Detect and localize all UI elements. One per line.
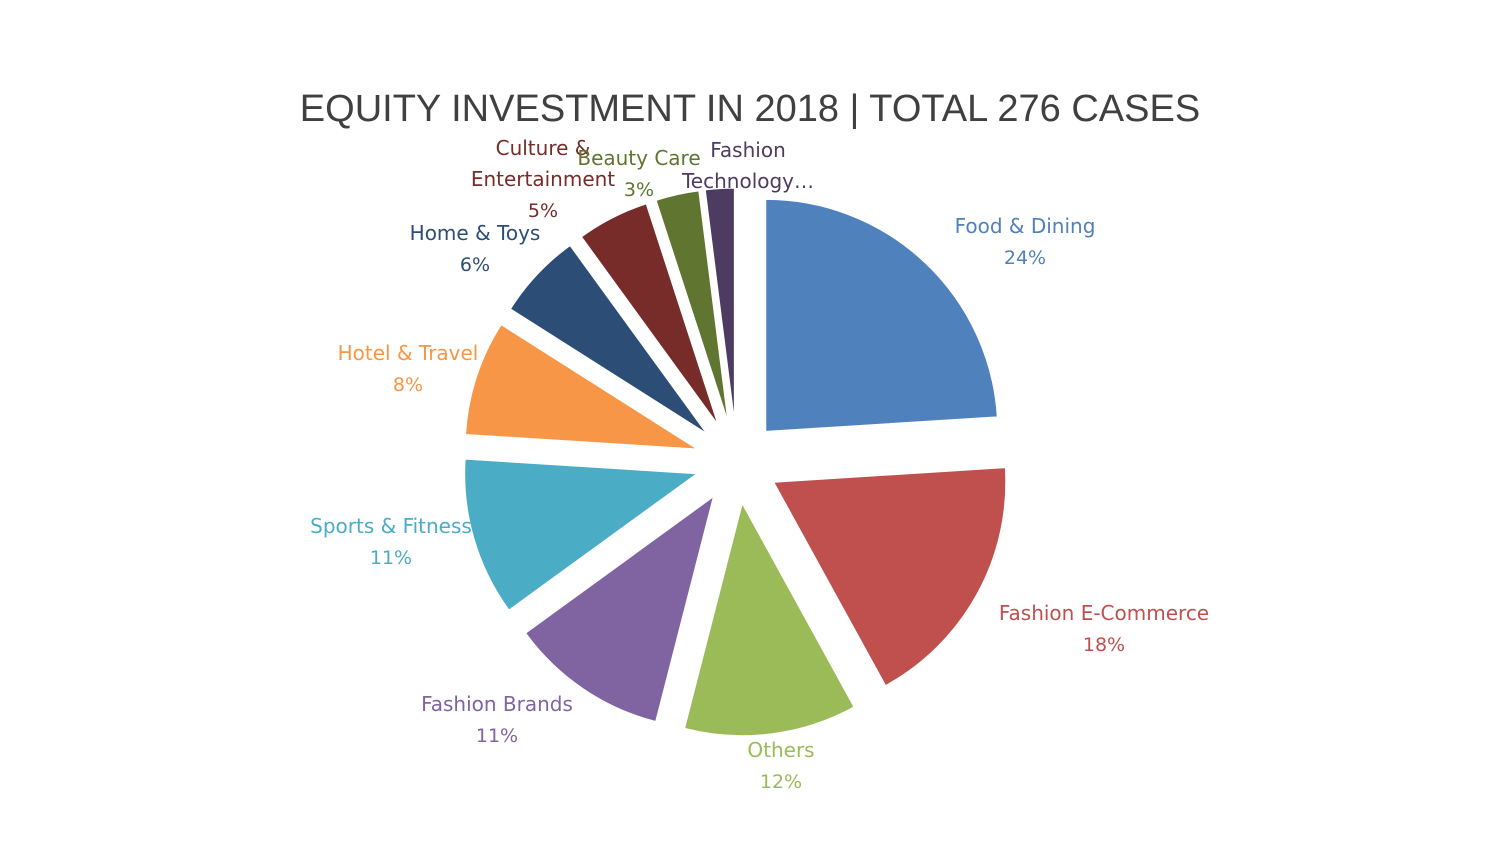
slice-value-text: 8%: [393, 374, 423, 396]
slice-value-text: 24%: [1004, 247, 1046, 269]
slice-value-text: 12%: [760, 771, 802, 793]
pie-labels: Food & Dining 24% Fashion E-Commerce 18% Oth…: [310, 136, 1209, 793]
slice-name-text: Entertainment: [471, 167, 615, 191]
slice-value-text: 5%: [528, 200, 558, 222]
pie-slice-culture-entertainment: [580, 203, 719, 425]
slice-label-4: Sports & Fitness 11%: [310, 514, 472, 569]
slice-name-text: Fashion Brands: [421, 692, 573, 716]
pie-slice-beauty-care: [655, 190, 729, 422]
slice-label-2: Others 12%: [747, 738, 814, 793]
pie-slice-home-toys: [509, 244, 707, 434]
slice-name-text: Others: [747, 738, 814, 762]
slice-name-text: Sports & Fitness: [310, 514, 472, 538]
slice-label-5: Hotel & Travel 8%: [338, 341, 479, 396]
slice-label-8: Beauty Care 3%: [577, 146, 700, 201]
slice-label-9: Fashion Technology…: [681, 138, 814, 193]
chart-title: EQUITY INVESTMENT IN 2018 | TOTAL 276 CA…: [300, 88, 1200, 130]
pie-slices: [464, 187, 1007, 737]
pie-slice-fashion-technology: [704, 187, 735, 421]
slice-name-text: Beauty Care: [577, 146, 700, 170]
slice-value-text: 11%: [370, 547, 412, 569]
slice-label-6: Home & Toys 6%: [410, 221, 541, 276]
pie-slice-food-dining: [765, 198, 998, 432]
pie-slice-fashion-e-commerce: [772, 467, 1007, 687]
pie-slice-fashion-brands: [525, 495, 715, 723]
slice-value-text: 6%: [460, 254, 490, 276]
slice-label-7: Culture & Entertainment 5%: [471, 136, 615, 222]
slice-value-text: 18%: [1083, 634, 1125, 656]
slice-name-text: Fashion: [710, 138, 786, 162]
slice-label-3: Fashion Brands 11%: [421, 692, 573, 747]
slice-label-0: Food & Dining 24%: [955, 214, 1096, 269]
slice-name-text: Fashion E-Commerce: [999, 601, 1209, 625]
pie-slice-hotel-travel: [464, 324, 698, 450]
pie-slice-sports-fitness: [464, 458, 699, 611]
slice-name-text: Hotel & Travel: [338, 341, 479, 365]
slice-name-text: Home & Toys: [410, 221, 541, 245]
slice-label-1: Fashion E-Commerce 18%: [999, 601, 1209, 656]
slice-name-text: Technology…: [681, 169, 814, 193]
pie-slice-others: [683, 502, 855, 737]
slice-name-text: Food & Dining: [955, 214, 1096, 238]
slice-value-text: 11%: [476, 725, 518, 747]
slice-value-text: 3%: [624, 179, 654, 201]
slice-name-text: Culture &: [496, 136, 591, 160]
